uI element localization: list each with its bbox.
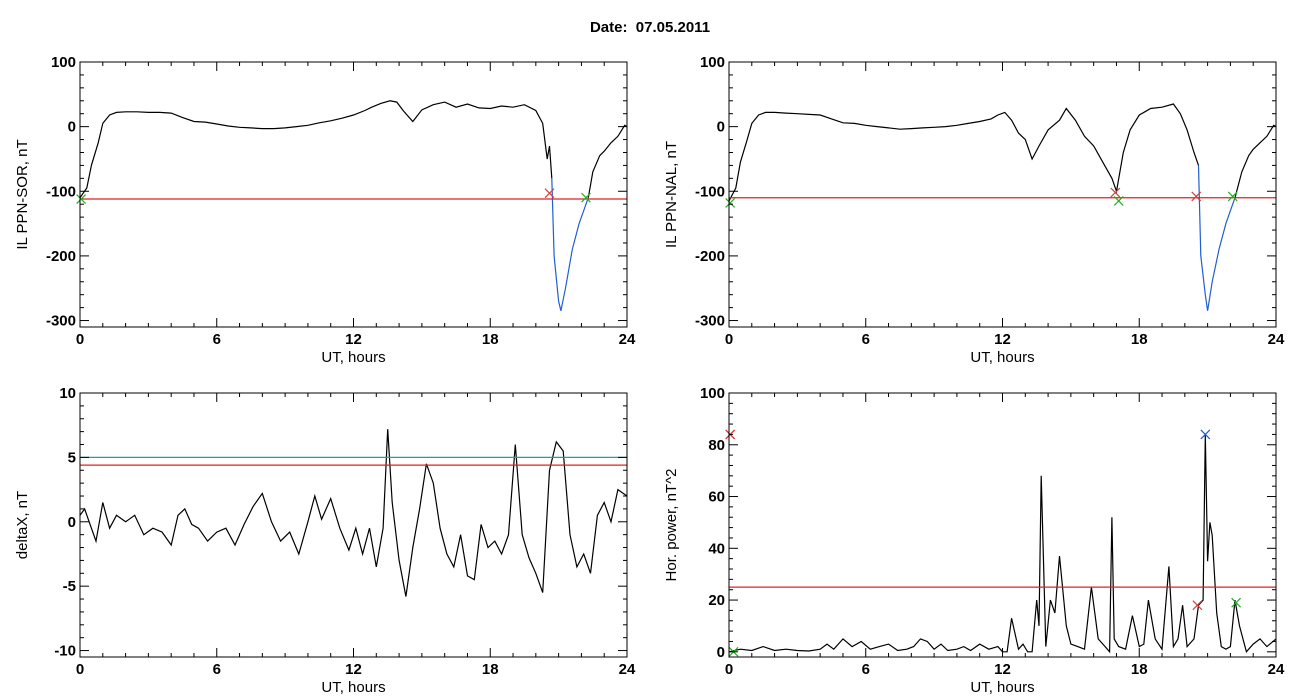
y-tick-label: 80	[708, 437, 725, 454]
y-tick-label: 0	[68, 514, 76, 531]
x-axis-label: UT, hours	[321, 349, 385, 366]
y-tick-label: 10	[59, 385, 76, 402]
marker-power-2	[1192, 600, 1203, 611]
x-tick-label: 0	[725, 331, 733, 348]
y-tick-label: 100	[51, 54, 76, 71]
marker-sor-1	[544, 188, 555, 199]
chart-panel-power: 0 6 12 18 24 0 20 40 60 80 100 UT, hours Hor. power,…	[663, 385, 1285, 696]
y-tick-label: 100	[700, 385, 725, 402]
x-tick-label: 24	[619, 331, 636, 348]
y-axis-label: Hor. power, nT^2	[663, 469, 680, 582]
x-tick-label: 6	[862, 331, 870, 348]
y-tick-label: -300	[46, 313, 76, 330]
x-tick-label: 6	[213, 661, 221, 678]
marker-nal-0	[725, 197, 736, 208]
y-tick-label: 40	[708, 540, 725, 557]
x-tick-label: 0	[76, 661, 84, 678]
x-tick-label: 18	[482, 661, 499, 678]
y-tick-label: -200	[46, 248, 76, 265]
plot-frame-power	[728, 392, 1277, 658]
x-tick-label: 12	[994, 331, 1011, 348]
chart-panel-sor: 0 6 12 18 24 -300 -200 -100 0 100 UT, hours IL PPN-…	[14, 54, 636, 366]
y-axis-label: IL PPN-SOR, nT	[14, 139, 31, 249]
x-tick-label: 18	[1131, 661, 1148, 678]
series-line-power-0	[728, 434, 1277, 654]
series-line-sor-1	[551, 178, 589, 311]
x-tick-label: 0	[725, 661, 733, 678]
marker-sor-0	[76, 194, 87, 204]
y-tick-label: 5	[68, 449, 76, 466]
y-tick-label: 0	[717, 644, 725, 661]
y-tick-label: -100	[46, 183, 76, 200]
y-tick-label: 0	[68, 119, 76, 136]
marker-power-3	[1200, 429, 1211, 440]
x-tick-label: 18	[1131, 331, 1148, 348]
x-tick-label: 6	[213, 331, 221, 348]
x-tick-label: 6	[862, 661, 870, 678]
y-tick-label: -100	[695, 183, 725, 200]
x-axis-label: UT, hours	[321, 679, 385, 696]
y-tick-label: 100	[700, 54, 725, 71]
marker-power-4	[1231, 597, 1242, 608]
marker-nal-3	[1191, 191, 1202, 202]
chart-panel-nal: 0 6 12 18 24 -300 -200 -100 0 100 UT, hours IL PPN-…	[663, 54, 1285, 366]
x-tick-label: 18	[482, 331, 499, 348]
x-tick-label: 24	[619, 661, 636, 678]
y-axis-label: IL PPN-NAL, nT	[663, 141, 680, 248]
y-tick-label: -300	[695, 313, 725, 330]
y-tick-label: 60	[708, 489, 725, 506]
plot-frame-sor	[79, 61, 628, 328]
marker-nal-1	[1110, 187, 1121, 198]
x-tick-label: 24	[1268, 331, 1285, 348]
series-line-sor-2	[587, 124, 628, 198]
x-axis-label: UT, hours	[970, 679, 1034, 696]
x-axis-label: UT, hours	[970, 349, 1034, 366]
marker-sor-2	[581, 192, 591, 203]
y-tick-label: -5	[63, 578, 76, 595]
y-tick-label: -200	[695, 248, 725, 265]
series-line-sor-0	[79, 100, 553, 199]
page-title: Date: 07.05.2011	[589, 19, 711, 36]
series-line-nal-0	[728, 103, 1200, 202]
series-line-deltax-0	[79, 429, 628, 597]
series-line-nal-2	[1234, 124, 1277, 198]
y-axis-label: deltaX, nT	[14, 491, 31, 559]
x-tick-label: 24	[1268, 661, 1285, 678]
x-tick-label: 12	[345, 331, 362, 348]
chart-panel-deltax: 0 6 12 18 24 -10 -5 0 5 10 UT, hours deltaX, nT	[14, 385, 636, 696]
x-tick-label: 0	[76, 331, 84, 348]
x-tick-label: 12	[994, 661, 1011, 678]
plot-frame-deltax	[79, 392, 628, 658]
marker-nal-4	[1227, 191, 1238, 202]
marker-nal-2	[1113, 196, 1124, 206]
series-line-nal-1	[1197, 165, 1236, 311]
y-tick-label: 0	[717, 119, 725, 136]
y-tick-label: 20	[708, 592, 725, 609]
y-tick-label: -10	[54, 643, 76, 660]
x-tick-label: 12	[345, 661, 362, 678]
